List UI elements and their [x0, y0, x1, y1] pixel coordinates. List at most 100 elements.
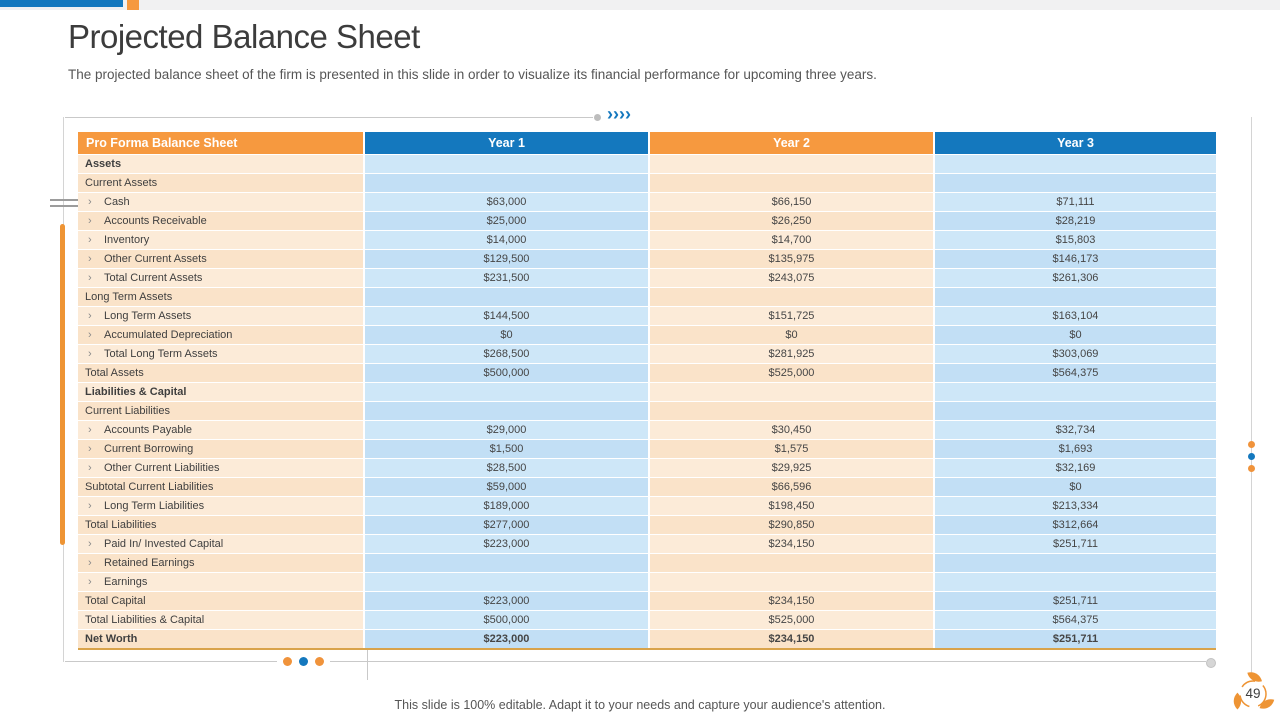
value-cell-year3: $564,375	[935, 610, 1216, 629]
value-cell-year3	[935, 154, 1216, 173]
value-cell-year1: $0	[365, 325, 648, 344]
row-label-cell: › Accumulated Depreciation	[78, 325, 363, 344]
column-header-year2: Year 2	[650, 132, 933, 154]
table-row: › Long Term Assets $144,500 $151,725 $163,10…	[78, 306, 1216, 325]
bottom-divider-line	[65, 661, 277, 662]
row-bullet-icon: ›	[88, 462, 92, 474]
row-label-cell: Assets	[78, 154, 363, 173]
value-cell-year1	[365, 382, 648, 401]
row-label-cell: › Current Borrowing	[78, 439, 363, 458]
value-cell-year2: $29,925	[650, 458, 933, 477]
column-header-year1: Year 1	[365, 132, 648, 154]
value-cell-year1: $25,000	[365, 211, 648, 230]
table-row: Total Liabilities $277,000 $290,850 $312,66…	[78, 515, 1216, 534]
value-cell-year2	[650, 401, 933, 420]
value-cell-year3	[935, 382, 1216, 401]
top-strip	[0, 0, 1280, 10]
row-bullet-icon: ›	[88, 500, 92, 512]
footer-note: This slide is 100% editable. Adapt it to…	[394, 698, 886, 712]
table-row: Total Liabilities & Capital $500,000 $525,…	[78, 610, 1216, 629]
row-label: Long Term Assets	[104, 310, 192, 322]
value-cell-year2	[650, 287, 933, 306]
value-cell-year1	[365, 173, 648, 192]
value-cell-year1	[365, 572, 648, 591]
right-dot-orange	[1248, 441, 1255, 448]
bottom-dot-orange	[315, 657, 324, 666]
row-label: Other Current Assets	[104, 253, 207, 265]
row-label-cell: › Long Term Liabilities	[78, 496, 363, 515]
value-cell-year2: $14,700	[650, 230, 933, 249]
value-cell-year2: $1,575	[650, 439, 933, 458]
page-number: 49	[1245, 686, 1261, 701]
table-row: Assets	[78, 154, 1216, 173]
row-label: Subtotal Current Liabilities	[85, 481, 214, 493]
value-cell-year1: $223,000	[365, 534, 648, 553]
row-label-cell: › Long Term Assets	[78, 306, 363, 325]
row-bullet-icon: ›	[88, 253, 92, 265]
column-header-year3: Year 3	[935, 132, 1216, 154]
value-cell-year2: $30,450	[650, 420, 933, 439]
value-cell-year3: $303,069	[935, 344, 1216, 363]
row-label: Total Long Term Assets	[104, 348, 218, 360]
value-cell-year2: $66,150	[650, 192, 933, 211]
value-cell-year1: $59,000	[365, 477, 648, 496]
value-cell-year1: $63,000	[365, 192, 648, 211]
row-label-cell: Total Capital	[78, 591, 363, 610]
value-cell-year1: $277,000	[365, 515, 648, 534]
value-cell-year3: $564,375	[935, 363, 1216, 382]
value-cell-year2	[650, 154, 933, 173]
table-row: › Accumulated Depreciation $0 $0 $0	[78, 325, 1216, 344]
row-bullet-icon: ›	[88, 538, 92, 550]
top-line-end-dot	[594, 114, 601, 121]
page-number-badge: 49	[1228, 669, 1278, 720]
row-label-cell: › Earnings	[78, 572, 363, 591]
value-cell-year2: $234,150	[650, 534, 933, 553]
leaf-logo-icon	[1233, 672, 1275, 710]
row-label-cell: › Accounts Receivable	[78, 211, 363, 230]
row-label: Inventory	[104, 234, 150, 246]
value-cell-year3: $32,169	[935, 458, 1216, 477]
table-row: Current Liabilities	[78, 401, 1216, 420]
value-cell-year1: $129,500	[365, 249, 648, 268]
row-bullet-icon: ›	[88, 215, 92, 227]
value-cell-year1: $268,500	[365, 344, 648, 363]
row-bullet-icon: ›	[88, 557, 92, 569]
row-label-cell: › Total Current Assets	[78, 268, 363, 287]
row-label-cell: Net Worth	[78, 629, 363, 648]
table-row: › Earnings	[78, 572, 1216, 591]
left-orange-bar	[60, 224, 65, 545]
value-cell-year2	[650, 382, 933, 401]
right-dot-blue	[1248, 453, 1255, 460]
table-row: › Other Current Assets $129,500 $135,975 $14…	[78, 249, 1216, 268]
column-header-proforma: Pro Forma Balance Sheet	[78, 132, 363, 154]
value-cell-year2: $290,850	[650, 515, 933, 534]
top-blue-bar	[0, 0, 123, 7]
value-cell-year3	[935, 401, 1216, 420]
row-label-cell: Long Term Assets	[78, 287, 363, 306]
table-row: Current Assets	[78, 173, 1216, 192]
value-cell-year2	[650, 173, 933, 192]
value-cell-year2: $234,150	[650, 629, 933, 648]
page-subtitle: The projected balance sheet of the firm …	[68, 67, 877, 82]
value-cell-year2: $281,925	[650, 344, 933, 363]
value-cell-year2: $66,596	[650, 477, 933, 496]
row-bullet-icon: ›	[88, 443, 92, 455]
value-cell-year1	[365, 287, 648, 306]
value-cell-year1	[365, 154, 648, 173]
bottom-dot-orange	[283, 657, 292, 666]
table-row: › Cash $63,000 $66,150 $71,111	[78, 192, 1216, 211]
row-label-cell: Current Assets	[78, 173, 363, 192]
table-row: › Other Current Liabilities $28,500 $29,925…	[78, 458, 1216, 477]
value-cell-year3: $1,693	[935, 439, 1216, 458]
row-bullet-icon: ›	[88, 329, 92, 341]
left-tick-decoration	[50, 199, 78, 201]
value-cell-year1: $223,000	[365, 629, 648, 648]
row-label: Long Term Assets	[85, 291, 173, 303]
left-tick-decoration	[50, 205, 78, 207]
value-cell-year1: $29,000	[365, 420, 648, 439]
value-cell-year1: $189,000	[365, 496, 648, 515]
row-bullet-icon: ›	[88, 310, 92, 322]
value-cell-year3	[935, 553, 1216, 572]
row-label: Net Worth	[85, 633, 138, 645]
row-label: Total Capital	[85, 595, 146, 607]
